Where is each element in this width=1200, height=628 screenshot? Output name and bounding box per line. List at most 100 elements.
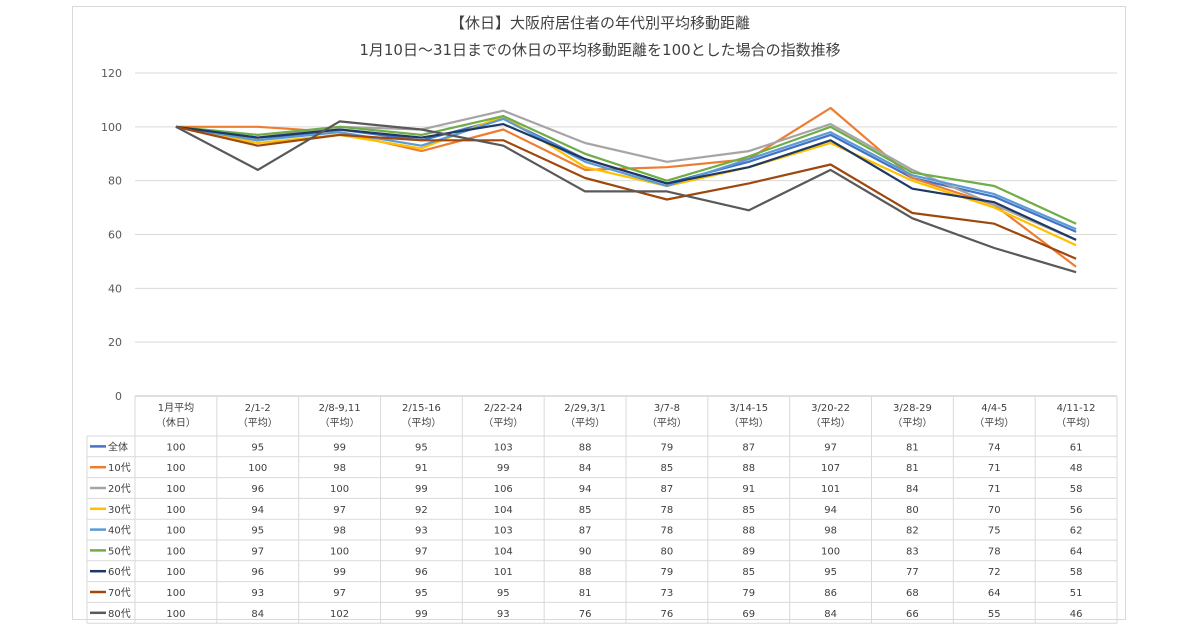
data-label-6-5: 88	[579, 567, 592, 578]
data-label-1-5: 84	[579, 463, 592, 474]
data-label-4-10: 75	[988, 526, 1001, 537]
data-label-7-9: 68	[906, 588, 919, 599]
data-label-8-9: 66	[906, 609, 919, 620]
x-tick-label-6: 3/7-8	[654, 403, 680, 414]
data-label-8-0: 100	[166, 609, 185, 620]
series-line-6	[175, 122, 1077, 241]
x-tick-label-0: 1月平均	[158, 402, 194, 414]
x-tick-label-9: 3/28-29	[893, 403, 932, 414]
data-label-7-1: 93	[251, 588, 264, 599]
data-label-5-1: 97	[251, 546, 264, 557]
data-label-6-2: 99	[333, 567, 346, 578]
data-label-3-4: 104	[494, 505, 513, 516]
data-label-6-11: 58	[1070, 567, 1083, 578]
data-label-2-10: 71	[988, 484, 1001, 495]
legend-label-8: 80代	[108, 608, 131, 620]
data-label-2-9: 84	[906, 484, 919, 495]
data-label-2-3: 99	[415, 484, 428, 495]
x-tick-sublabel-0: （休日）	[156, 417, 196, 429]
data-label-4-6: 78	[661, 526, 674, 537]
data-label-4-2: 98	[333, 526, 346, 537]
legend-label-5: 50代	[108, 545, 131, 557]
data-label-1-9: 81	[906, 463, 919, 474]
data-label-1-7: 88	[742, 463, 755, 474]
x-tick-label-10: 4/4-5	[981, 403, 1007, 414]
data-label-4-0: 100	[166, 526, 185, 537]
data-label-8-10: 55	[988, 609, 1001, 620]
x-tick-label-2: 2/8-9,11	[319, 403, 361, 414]
x-tick-sublabel-8: （平均）	[811, 417, 851, 429]
x-tick-label-4: 2/22-24	[484, 403, 523, 414]
data-label-0-8: 97	[824, 442, 837, 453]
data-label-8-4: 93	[497, 609, 510, 620]
legend-label-1: 10代	[108, 462, 131, 474]
x-tick-sublabel-7: （平均）	[729, 417, 769, 429]
y-axis-ticks: 0 20 40 60 80 100 120	[101, 67, 122, 403]
y-tick-label-60: 60	[108, 229, 122, 242]
x-tick-label-5: 2/29,3/1	[564, 403, 606, 414]
data-label-0-1: 95	[251, 442, 264, 453]
data-label-7-11: 51	[1070, 588, 1083, 599]
data-label-3-5: 85	[579, 505, 592, 516]
x-tick-label-3: 2/15-16	[402, 403, 441, 414]
x-tick-label-7: 3/14-15	[729, 403, 768, 414]
data-label-6-3: 96	[415, 567, 428, 578]
series-line-7	[175, 125, 1077, 260]
x-tick-sublabel-6: （平均）	[647, 417, 687, 429]
data-label-3-8: 94	[824, 505, 837, 516]
data-label-4-4: 103	[494, 526, 513, 537]
data-label-6-8: 95	[824, 567, 837, 578]
data-label-1-0: 100	[166, 463, 185, 474]
data-label-1-1: 100	[248, 463, 267, 474]
data-label-0-0: 100	[166, 442, 185, 453]
y-tick-label-20: 20	[108, 336, 122, 349]
x-tick-label-8: 3/20-22	[811, 403, 850, 414]
legend-label-0: 全体	[108, 440, 128, 453]
x-tick-sublabel-9: （平均）	[892, 417, 932, 429]
chart-frame	[72, 6, 1126, 620]
data-label-5-0: 100	[166, 546, 185, 557]
data-label-5-3: 97	[415, 546, 428, 557]
data-label-7-10: 64	[988, 588, 1001, 599]
y-tick-label-100: 100	[101, 121, 122, 134]
data-label-0-11: 61	[1070, 442, 1083, 453]
data-label-7-7: 79	[742, 588, 755, 599]
data-label-8-3: 99	[415, 609, 428, 620]
data-label-8-8: 84	[824, 609, 837, 620]
data-table: 1月平均 （休日） 2/1-2 （平均） 2/8-9,11 （平均） 2/15-16 （平均）…	[86, 395, 1118, 624]
y-tick-label-80: 80	[108, 175, 122, 188]
data-label-2-1: 96	[251, 484, 264, 495]
data-label-6-6: 79	[661, 567, 674, 578]
data-label-3-9: 80	[906, 505, 919, 516]
data-label-7-4: 95	[497, 588, 510, 599]
data-label-1-11: 48	[1070, 463, 1083, 474]
x-tick-sublabel-11: （平均）	[1056, 417, 1096, 429]
legend-label-7: 70代	[108, 587, 131, 599]
data-label-0-2: 99	[333, 442, 346, 453]
data-label-3-11: 56	[1070, 505, 1083, 516]
legend-label-3: 30代	[108, 504, 131, 516]
data-label-6-0: 100	[166, 567, 185, 578]
data-label-5-9: 83	[906, 546, 919, 557]
x-tick-sublabel-3: （平均）	[401, 417, 441, 429]
data-label-7-5: 81	[579, 588, 592, 599]
data-label-1-8: 107	[821, 463, 840, 474]
data-label-4-1: 95	[251, 526, 264, 537]
data-label-4-8: 98	[824, 526, 837, 537]
data-label-2-4: 106	[494, 484, 513, 495]
x-tick-label-1: 2/1-2	[245, 403, 271, 414]
data-label-5-4: 104	[494, 546, 513, 557]
chart-title: 【休日】大阪府居住者の年代別平均移動距離	[450, 14, 750, 32]
data-label-7-2: 97	[333, 588, 346, 599]
data-label-0-3: 95	[415, 442, 428, 453]
data-label-0-10: 74	[988, 442, 1001, 453]
data-label-7-3: 95	[415, 588, 428, 599]
series-lines	[175, 106, 1077, 274]
data-label-0-9: 81	[906, 442, 919, 453]
legend-label-2: 20代	[108, 483, 131, 495]
data-label-2-0: 100	[166, 484, 185, 495]
data-label-4-11: 62	[1070, 526, 1083, 537]
data-label-3-3: 92	[415, 505, 428, 516]
legend-label-6: 60代	[108, 566, 131, 578]
data-label-5-5: 90	[579, 546, 592, 557]
